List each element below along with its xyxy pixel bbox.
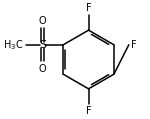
Text: F: F	[131, 40, 137, 50]
Text: H$_3$C: H$_3$C	[3, 38, 24, 52]
Text: S: S	[39, 40, 46, 50]
Text: O: O	[39, 64, 46, 74]
Text: F: F	[86, 3, 91, 13]
Text: O: O	[39, 16, 46, 26]
Text: F: F	[86, 106, 91, 116]
